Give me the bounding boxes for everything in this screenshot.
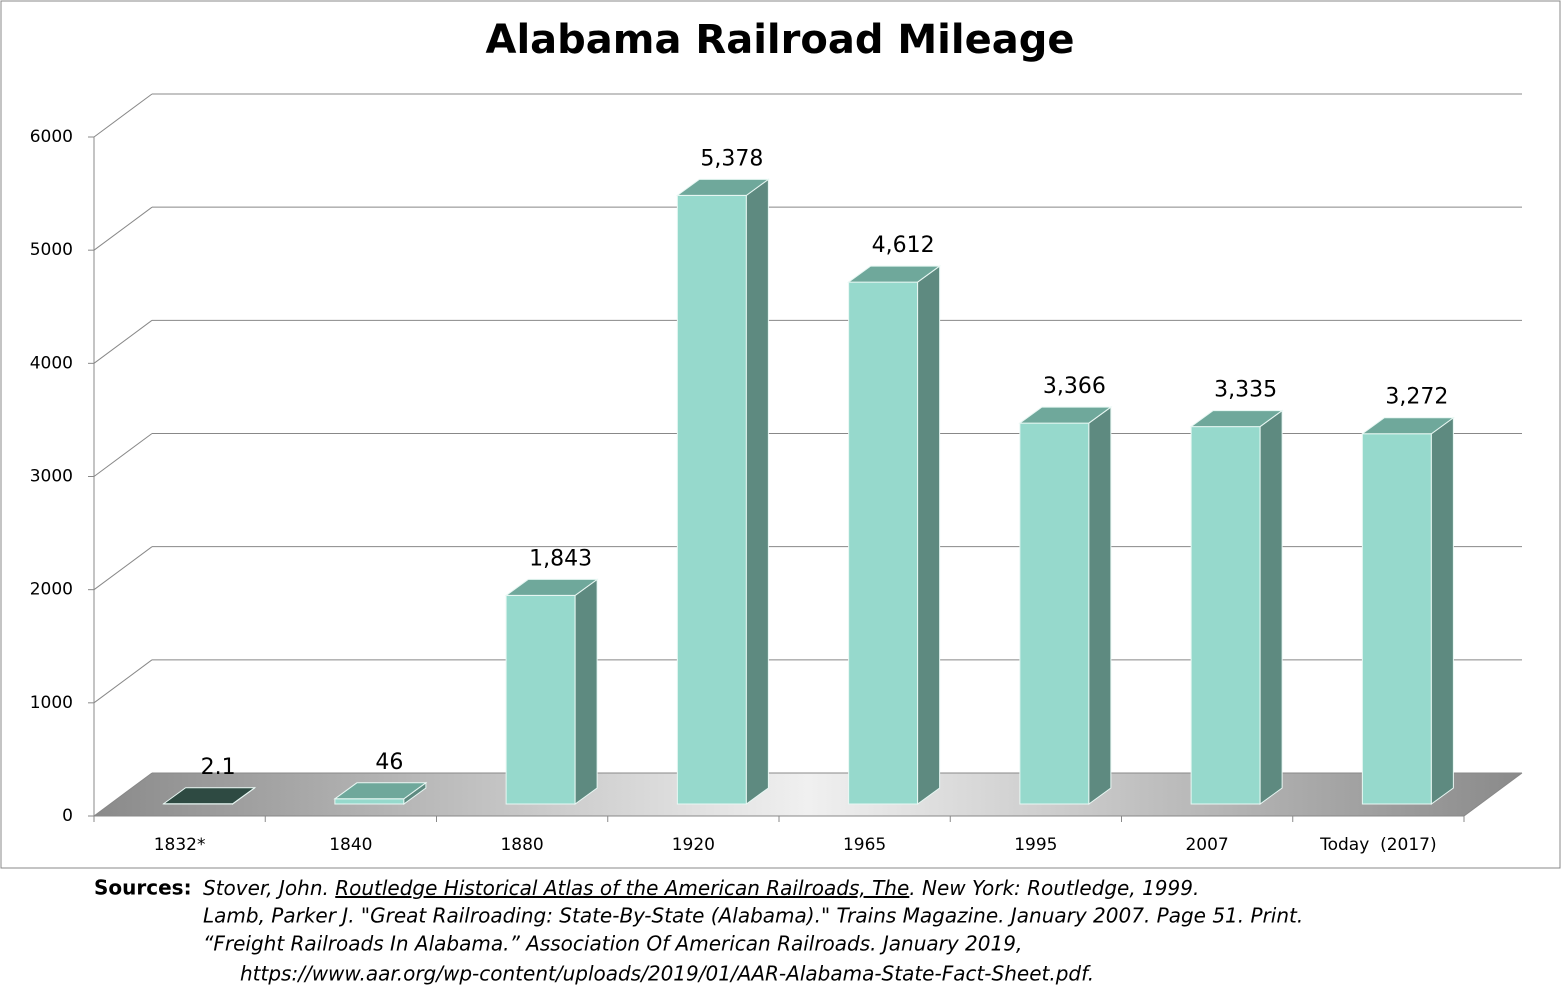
right-edge — [1463, 772, 1523, 817]
grid-line — [93, 433, 153, 477]
value-label: 5,378 — [700, 146, 763, 171]
source-line: “Freight Railroads In Alabama.” Associat… — [203, 932, 1022, 956]
bar-side — [745, 178, 769, 805]
x-tick-label: 1840 — [329, 835, 372, 855]
y-tick-label: 2000 — [30, 580, 73, 600]
bar-top — [675, 178, 770, 196]
bar — [676, 194, 747, 805]
source-text: . New York: Routledge, 1999. — [909, 876, 1199, 900]
bar-top — [1018, 406, 1113, 424]
floor — [94, 773, 1522, 816]
grid-line — [93, 772, 153, 817]
value-label: 3,335 — [1214, 378, 1277, 403]
bar — [334, 798, 405, 805]
bar-top — [504, 578, 599, 596]
bar — [1190, 426, 1261, 805]
bar-side — [1088, 406, 1112, 805]
chart-title: Alabama Railroad Mileage — [486, 17, 1075, 63]
bar-top — [1360, 417, 1455, 435]
value-label: 46 — [375, 750, 403, 775]
y-tick-label: 1000 — [30, 693, 73, 713]
grid-line — [93, 319, 153, 364]
x-tick-label: 1965 — [843, 835, 886, 855]
value-label: 2.1 — [201, 755, 236, 780]
x-tick-label: Today (2017) — [1319, 835, 1437, 855]
value-label: 3,272 — [1385, 385, 1448, 410]
x-tick-label: 1995 — [1014, 835, 1057, 855]
value-label: 4,612 — [872, 233, 935, 258]
y-tick-label: 3000 — [30, 467, 73, 487]
y-tick-label: 5000 — [30, 240, 73, 260]
y-tick-label: 4000 — [30, 353, 73, 373]
bar-side — [1430, 416, 1454, 805]
grid-line — [93, 546, 153, 591]
sources: Sources: Stover, John. Routledge Histori… — [94, 876, 1303, 986]
value-label: 3,366 — [1043, 374, 1106, 399]
source-line: Lamb, Parker J. "Great Railroading: Stat… — [203, 904, 1303, 928]
source-text: Stover, John. — [203, 876, 335, 900]
x-tick-label: 2007 — [1185, 835, 1228, 855]
grid-line — [93, 206, 153, 251]
grid-line — [93, 93, 153, 138]
plot: 0 1000 2000 3000 4000 5000 6000 1832* 2.1 1840 46 1… — [30, 93, 1523, 855]
x-tick-label: 1880 — [500, 835, 543, 855]
bar — [1361, 433, 1432, 805]
bar-side — [1259, 409, 1283, 805]
bar-top — [1189, 410, 1284, 428]
grid-line — [93, 659, 153, 704]
chart-border — [0, 0, 1561, 869]
value-label: 1,843 — [529, 546, 592, 571]
y-tick-label: 0 — [62, 806, 73, 826]
x-tick-label: 1920 — [672, 835, 715, 855]
source-line: Stover, John. Routledge Historical Atlas… — [203, 876, 1199, 900]
bar — [848, 281, 919, 805]
bar-side — [574, 578, 598, 805]
source-title: Routledge Historical Atlas of the Americ… — [335, 876, 909, 900]
bar — [1019, 422, 1090, 805]
bar-top — [333, 782, 428, 800]
x-tick-label: 1832* — [154, 835, 206, 855]
bar-side — [917, 265, 941, 805]
sources-label: Sources: — [94, 876, 192, 900]
y-tick-label: 6000 — [30, 127, 73, 147]
bar — [505, 594, 576, 805]
bar-top — [162, 787, 257, 805]
bar-top — [847, 265, 942, 283]
source-line: https://www.aar.org/wp-content/uploads/2… — [240, 962, 1094, 986]
